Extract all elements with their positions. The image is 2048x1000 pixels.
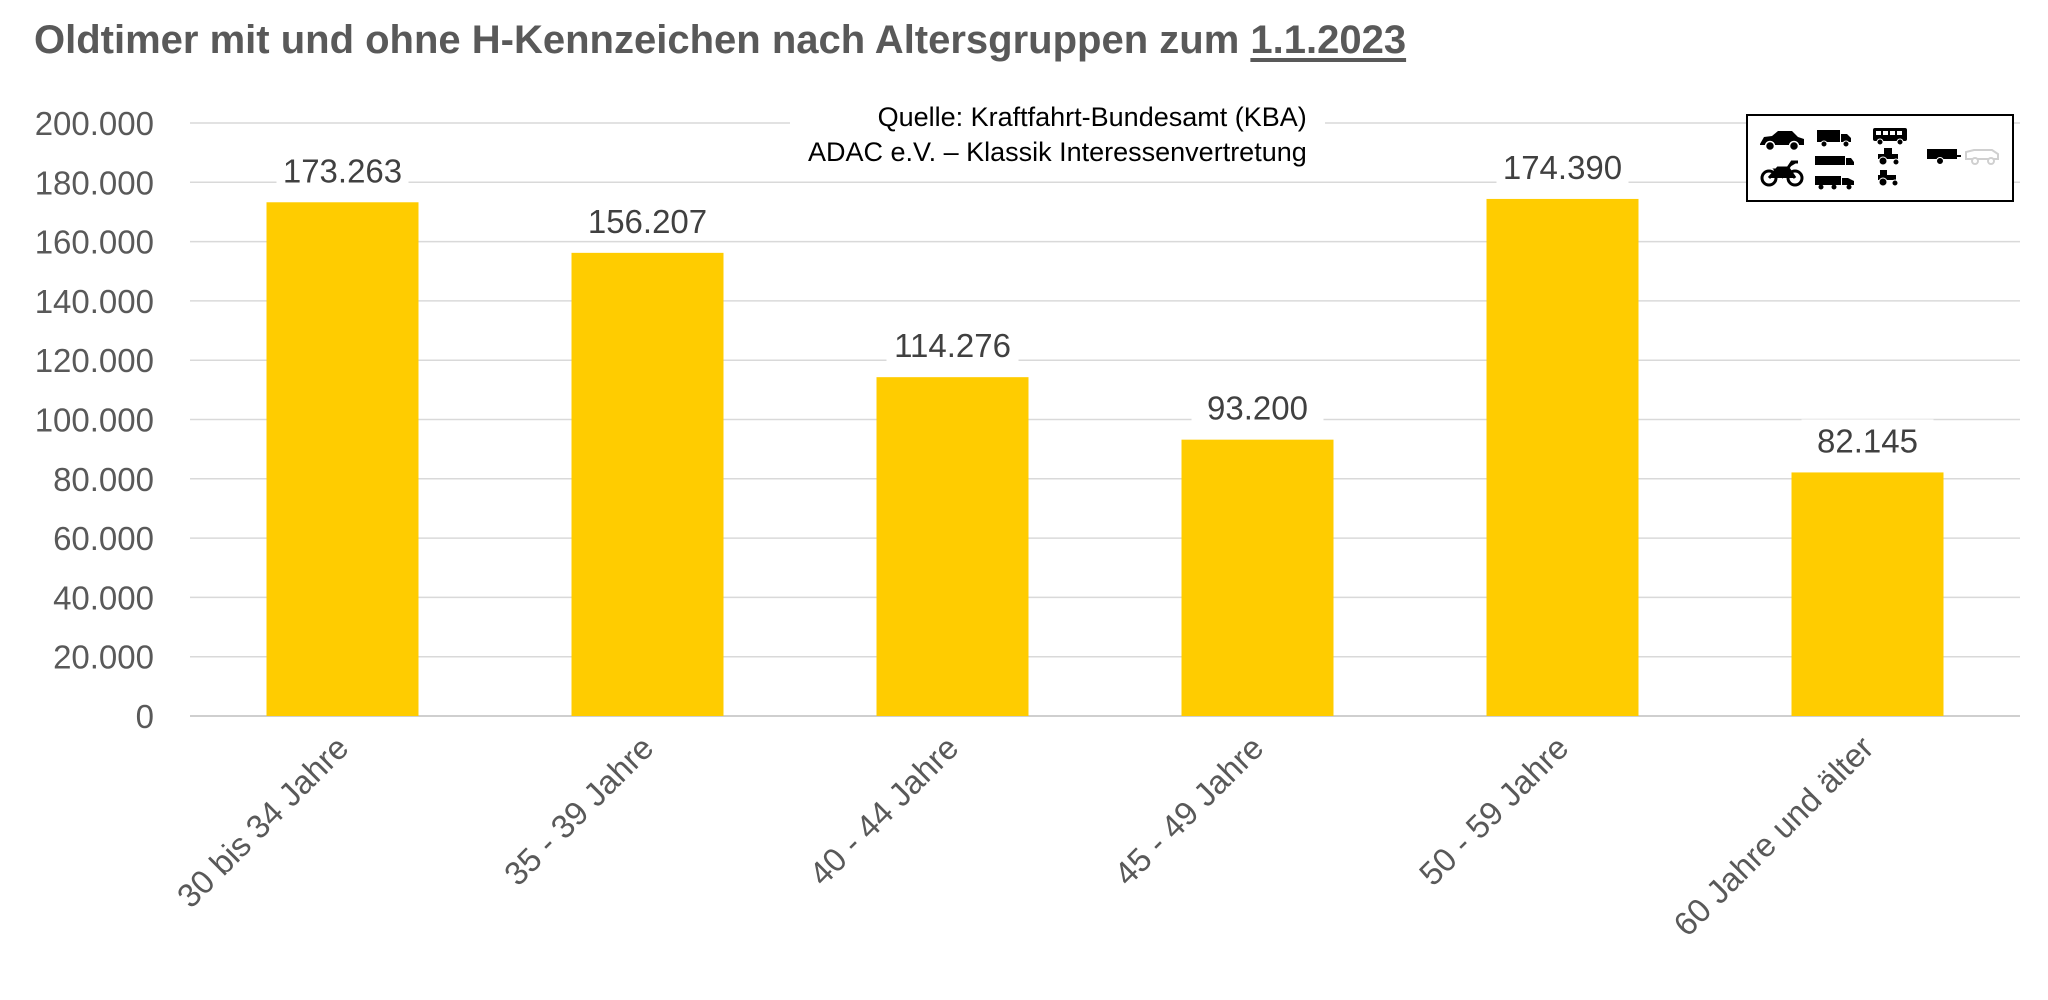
y-tick-label: 160.000 [35,224,154,261]
data-label: 156.207 [588,203,707,240]
bus-icon [1873,128,1907,146]
data-label: 82.145 [1817,422,1918,459]
y-tick-label: 80.000 [53,461,154,498]
x-tick-label: 40 - 44 Jahre [802,729,966,893]
vehicle-types-box [1746,114,2014,202]
bar [1181,439,1334,716]
chart-title-main: Oldtimer mit und ohne H-Kennzeichen nach… [34,18,1251,62]
data-label-background [1496,145,1629,186]
y-tick-label: 200.000 [35,105,154,142]
tractor-icon [1878,148,1900,166]
data-label: 174.390 [1503,149,1622,186]
x-tick-label: 30 bis 34 Jahre [170,729,356,915]
trailer-icon [1927,149,1961,165]
data-label-background [276,149,409,190]
car-icon [1760,131,1804,152]
y-tick-label: 20.000 [53,639,154,676]
x-tick-label: 35 - 39 Jahre [497,729,661,893]
data-label: 173.263 [283,152,402,189]
source-note: Quelle: Kraftfahrt-Bundesamt (KBA) ADAC … [790,100,1325,170]
chart-title-date: 1.1.2023 [1250,18,1407,62]
source-line-2: ADAC e.V. – Klassik Interessenvertretung [808,137,1307,167]
bar [876,377,1029,716]
data-label: 114.276 [894,327,1011,364]
small-tractor-icon [1878,170,1899,187]
x-tick-label: 45 - 49 Jahre [1107,729,1271,893]
data-label-background [1191,386,1324,427]
caravan-icon [1965,149,1999,165]
y-tick-label: 100.000 [35,402,154,439]
y-tick-label: 120.000 [35,342,154,379]
x-tick-label: 50 - 59 Jahre [1412,729,1576,893]
source-line-1: Quelle: Kraftfahrt-Bundesamt (KBA) [877,102,1307,132]
bar [571,252,724,716]
semi-truck-icon [1815,156,1854,190]
y-tick-label: 0 [136,698,154,735]
y-tick-label: 40.000 [53,579,154,616]
data-label: 93.200 [1207,390,1308,427]
truck-icon [1817,130,1851,148]
data-label-background [581,199,714,240]
x-tick-label: 60 Jahre und älter [1666,729,1880,943]
data-label-background [1801,419,1934,460]
y-tick-label: 140.000 [35,283,154,320]
y-tick-label: 180.000 [35,164,154,201]
bar [1486,198,1639,716]
bar [1791,472,1944,716]
data-label-background [886,324,1019,365]
bar [266,202,419,716]
y-tick-label: 60.000 [53,520,154,557]
chart-title: Oldtimer mit und ohne H-Kennzeichen nach… [34,18,1406,63]
motorcycle-icon [1760,160,1804,187]
